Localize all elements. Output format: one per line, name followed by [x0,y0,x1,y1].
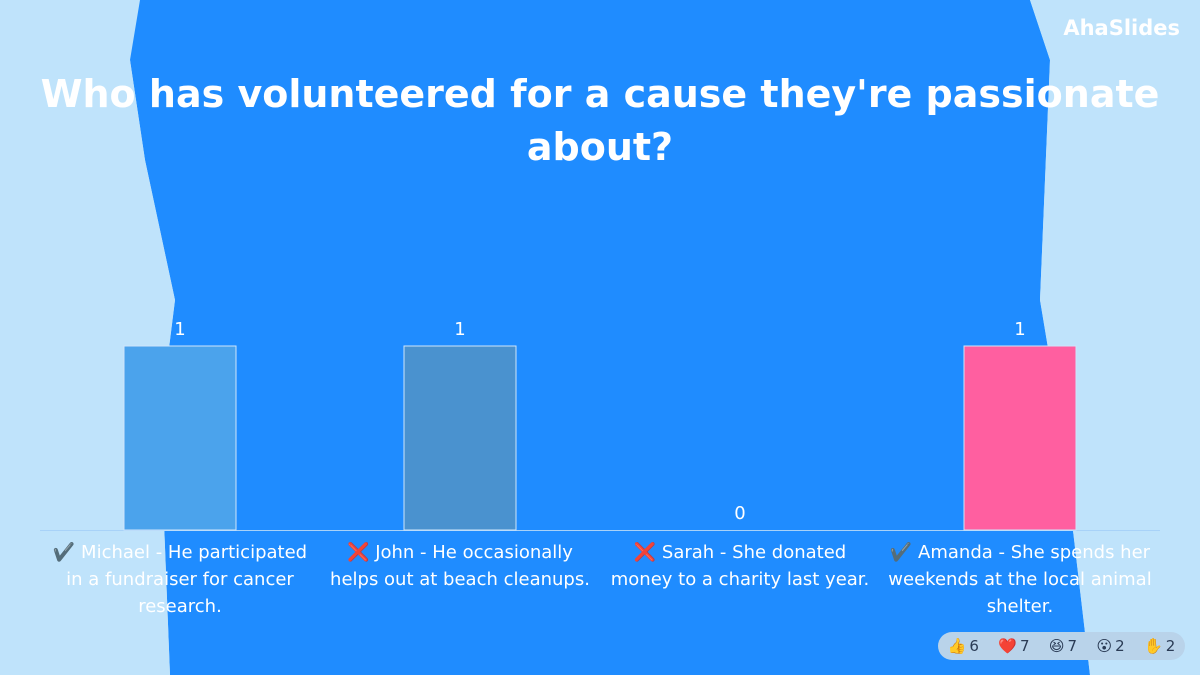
value-label: 1 [1014,319,1025,340]
reaction-laugh: 😆 7 [1048,637,1078,655]
category-label: ❌ Sarah - She donated money to a charity… [610,542,870,590]
reactions: 👍 6 ❤️ 7 😆 7 😮 2 ✋ 2 [938,632,1185,660]
reaction-wow: 😮 2 [1096,637,1125,655]
category-label: ✔️ Amanda - She spends her weekends at t… [888,542,1152,617]
chart-title: Who has volunteered for a cause they're … [40,72,1160,169]
reaction-count: 6 [969,637,979,655]
bar [123,345,237,531]
value-label: 1 [454,319,465,340]
reaction-hand: ✋ 2 [1144,637,1176,655]
value-label: 0 [734,503,745,524]
category-label: ✔️ Michael - He participated in a fundra… [52,542,308,617]
category-label: ❌ John - He occasionally helps out at be… [330,542,590,590]
reaction-count: 2 [1115,637,1125,655]
reaction-count: 7 [1067,637,1078,655]
brand-logo: AhaSlides [1063,16,1180,40]
reaction-count: 2 [1165,637,1176,655]
bar [963,345,1077,531]
bar [403,345,517,531]
reaction-count: 7 [1019,637,1030,655]
reaction-like: 👍 6 [947,637,979,655]
value-label: 1 [174,319,185,340]
reaction-heart: ❤️ 7 [998,637,1030,655]
